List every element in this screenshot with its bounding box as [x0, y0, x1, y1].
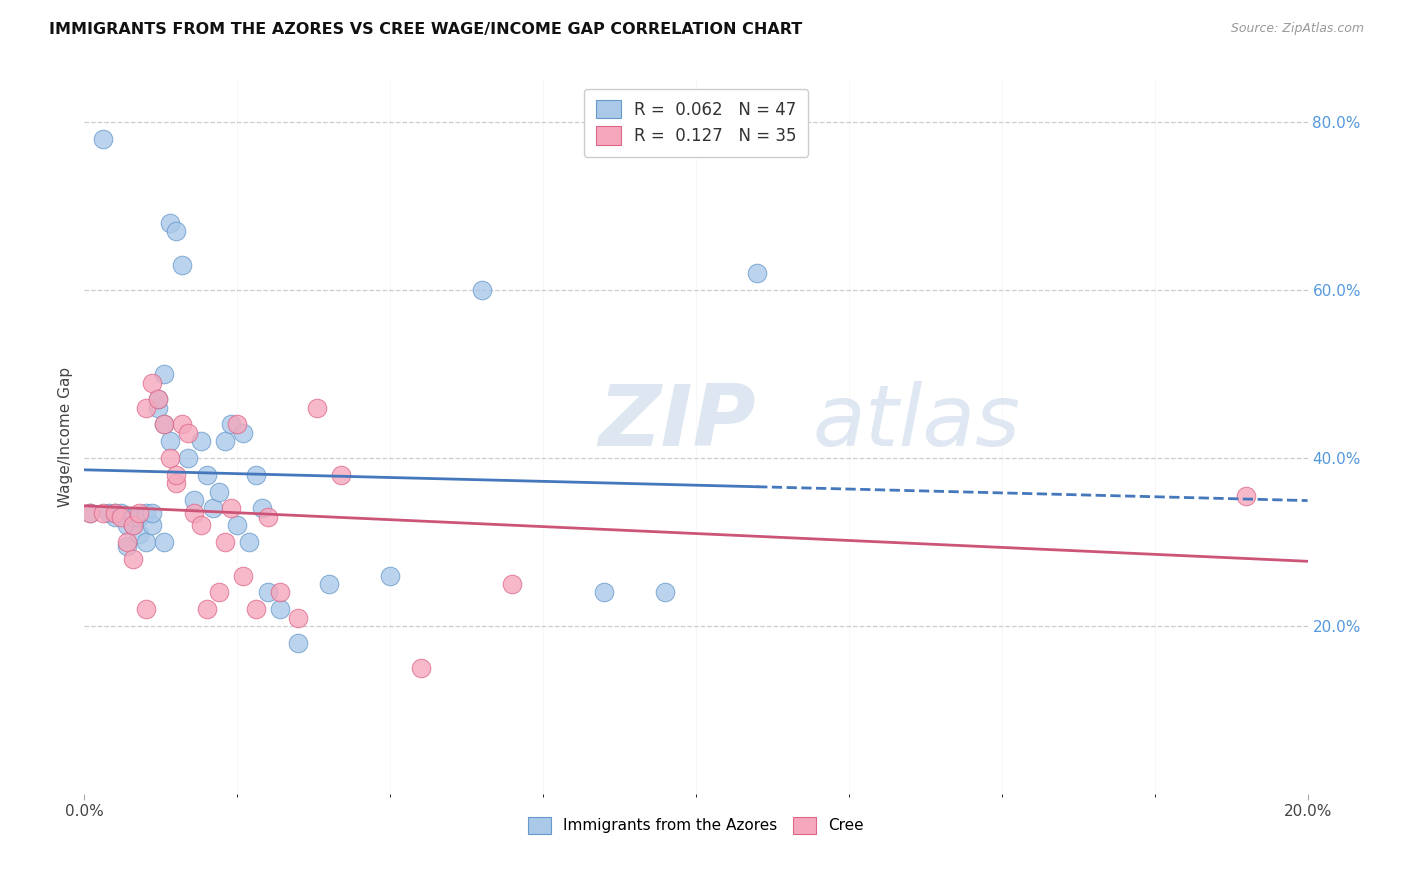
Point	[287, 636, 309, 650]
Point	[104, 506, 127, 520]
Point	[208, 484, 231, 499]
Point	[165, 476, 187, 491]
Point	[330, 467, 353, 482]
Point	[135, 535, 157, 549]
Point	[135, 602, 157, 616]
Point	[219, 501, 242, 516]
Point	[1236, 489, 1258, 503]
Point	[172, 417, 194, 432]
Point	[245, 467, 267, 482]
Point	[208, 585, 231, 599]
Point	[232, 425, 254, 440]
Point	[226, 417, 249, 432]
Point	[219, 417, 242, 432]
Point	[232, 568, 254, 582]
Point	[654, 585, 676, 599]
Point	[165, 224, 187, 238]
Point	[214, 535, 236, 549]
Point	[141, 376, 163, 390]
Point	[122, 518, 145, 533]
Point	[190, 518, 212, 533]
Point	[195, 602, 218, 616]
Point	[165, 467, 187, 482]
Point	[159, 216, 181, 230]
Point	[104, 506, 127, 520]
Point	[318, 577, 340, 591]
Point	[593, 585, 616, 599]
Point	[269, 602, 291, 616]
Text: Source: ZipAtlas.com: Source: ZipAtlas.com	[1230, 22, 1364, 36]
Y-axis label: Wage/Income Gap: Wage/Income Gap	[58, 367, 73, 508]
Point	[177, 451, 200, 466]
Point	[269, 585, 291, 599]
Point	[245, 602, 267, 616]
Point	[115, 518, 138, 533]
Point	[153, 417, 176, 432]
Text: atlas: atlas	[813, 381, 1021, 465]
Point	[122, 509, 145, 524]
Point	[195, 467, 218, 482]
Text: ZIP: ZIP	[598, 381, 756, 465]
Point	[183, 493, 205, 508]
Point	[380, 568, 402, 582]
Point	[226, 518, 249, 533]
Point	[257, 585, 280, 599]
Point	[177, 425, 200, 440]
Point	[257, 509, 280, 524]
Point	[122, 518, 145, 533]
Point	[122, 551, 145, 566]
Point	[238, 535, 260, 549]
Point	[190, 434, 212, 449]
Point	[159, 434, 181, 449]
Point	[91, 132, 114, 146]
Point	[409, 661, 432, 675]
Point	[128, 526, 150, 541]
Point	[135, 506, 157, 520]
Point	[115, 539, 138, 553]
Point	[146, 392, 169, 407]
Point	[153, 535, 176, 549]
Point	[97, 506, 120, 520]
Point	[146, 401, 169, 415]
Legend: Immigrants from the Azores, Cree: Immigrants from the Azores, Cree	[522, 811, 870, 839]
Point	[146, 392, 169, 407]
Point	[201, 501, 224, 516]
Point	[110, 506, 132, 520]
Point	[471, 283, 494, 297]
Point	[153, 417, 176, 432]
Point	[305, 401, 328, 415]
Point	[183, 506, 205, 520]
Point	[172, 258, 194, 272]
Point	[110, 509, 132, 524]
Point	[153, 367, 176, 381]
Point	[141, 506, 163, 520]
Point	[128, 506, 150, 520]
Point	[79, 506, 101, 520]
Point	[91, 506, 114, 520]
Point	[250, 501, 273, 516]
Point	[502, 577, 524, 591]
Text: IMMIGRANTS FROM THE AZORES VS CREE WAGE/INCOME GAP CORRELATION CHART: IMMIGRANTS FROM THE AZORES VS CREE WAGE/…	[49, 22, 803, 37]
Point	[159, 451, 181, 466]
Point	[141, 518, 163, 533]
Point	[128, 509, 150, 524]
Point	[79, 506, 101, 520]
Point	[287, 610, 309, 624]
Point	[747, 266, 769, 280]
Point	[115, 535, 138, 549]
Point	[214, 434, 236, 449]
Point	[135, 401, 157, 415]
Point	[104, 509, 127, 524]
